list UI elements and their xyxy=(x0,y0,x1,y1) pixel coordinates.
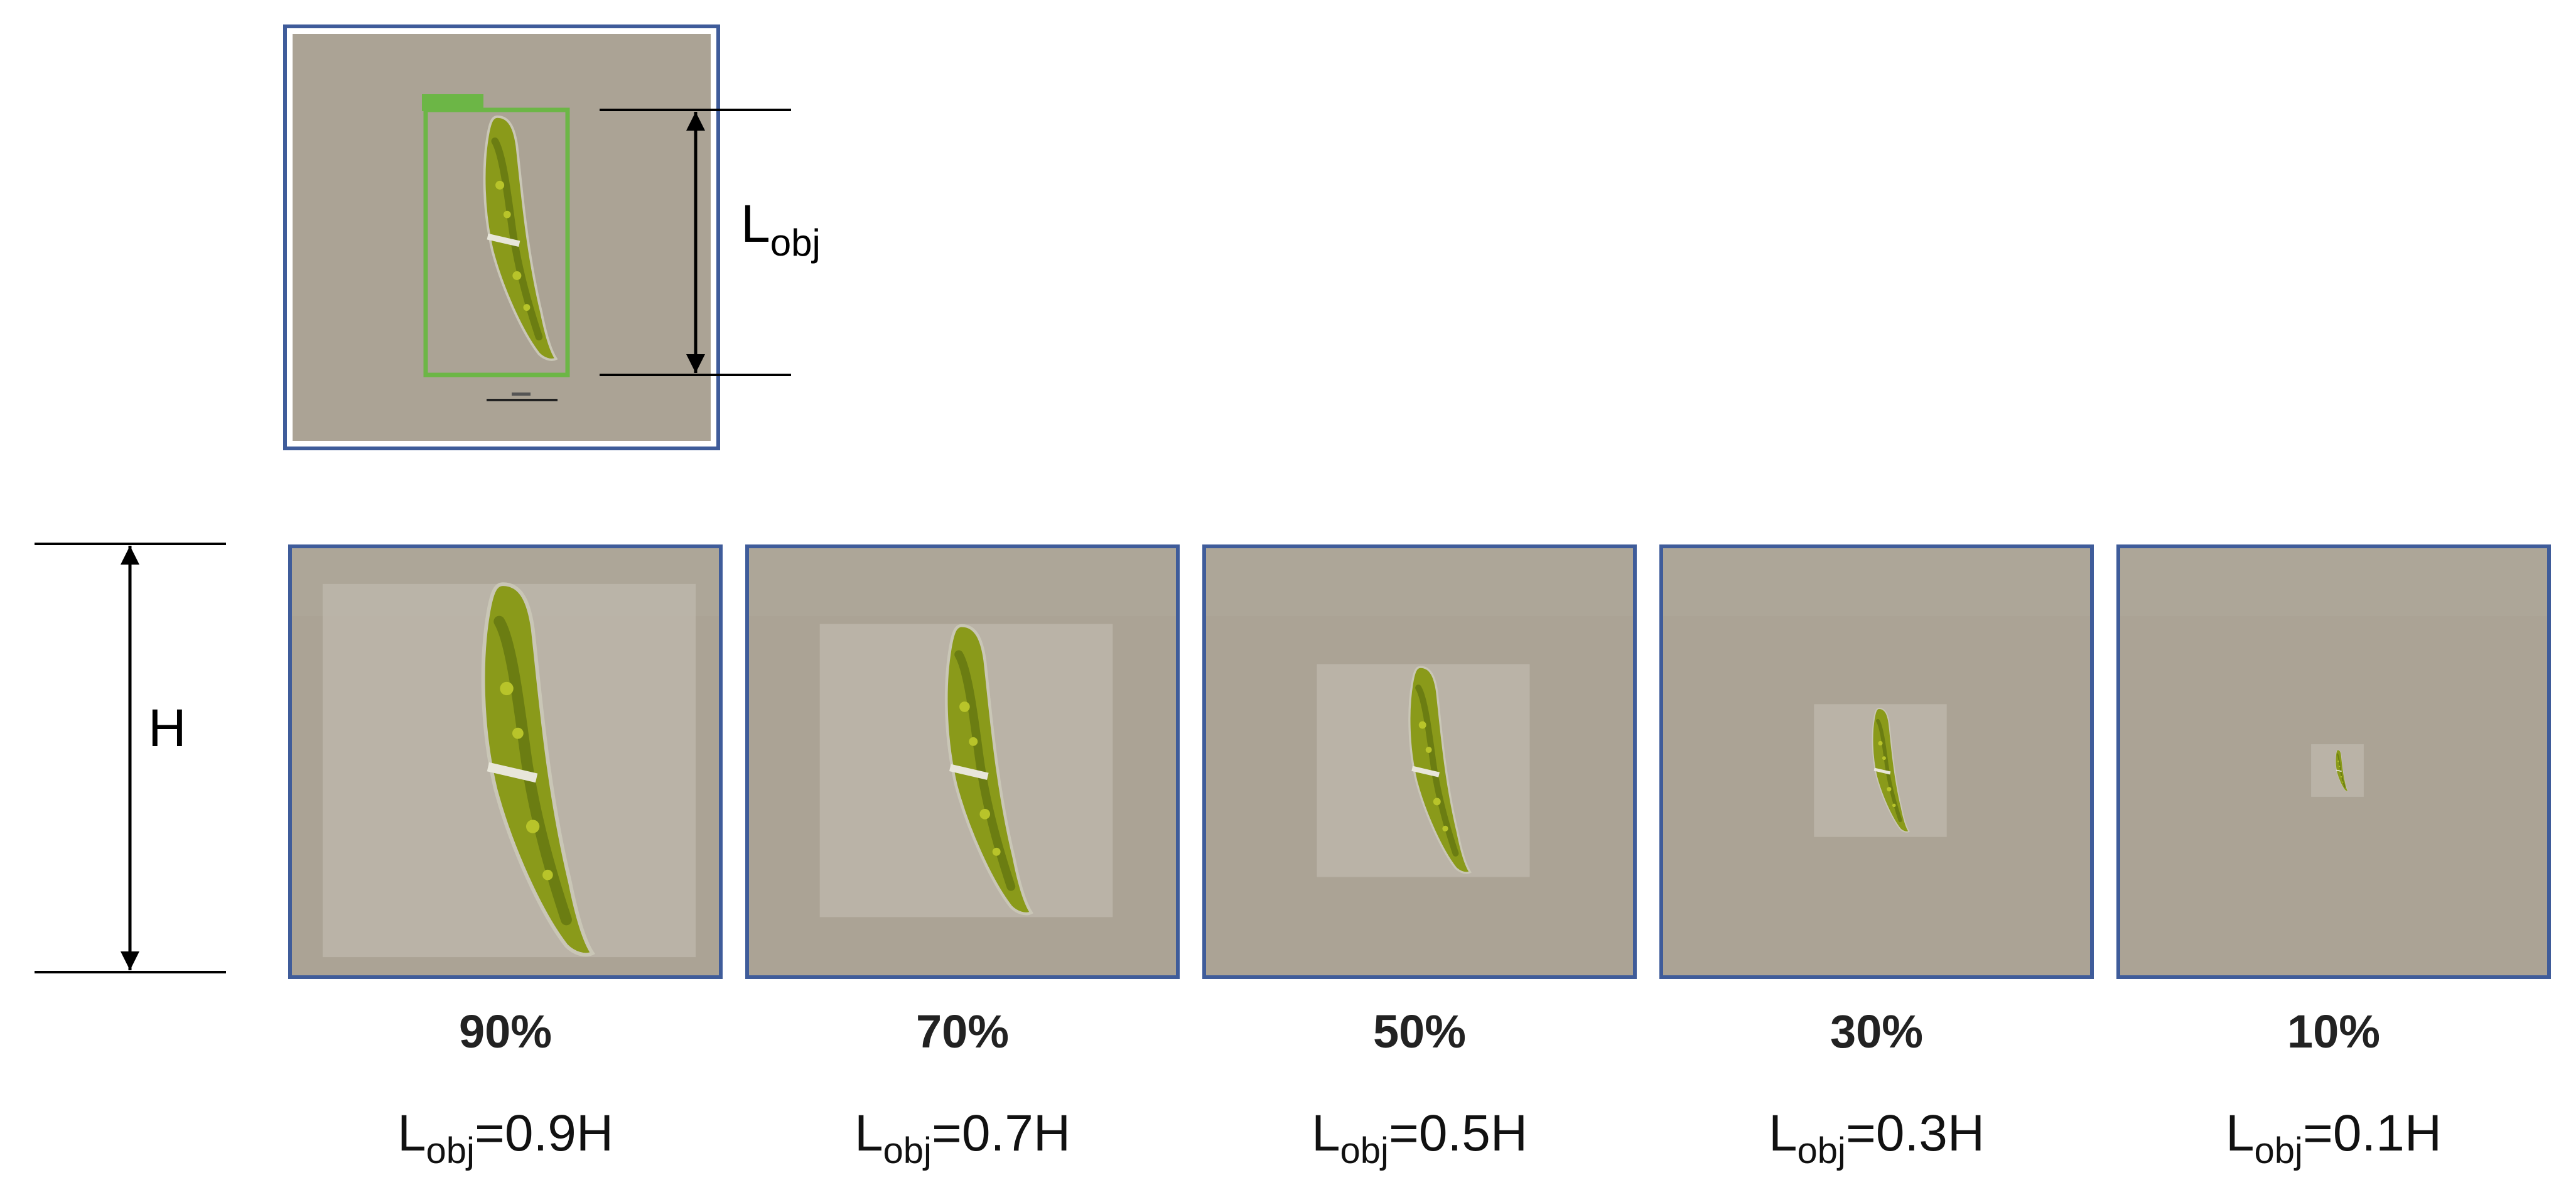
scaled-panel: 90% Lobj=0.9H xyxy=(288,546,721,1171)
scale-bar-text xyxy=(512,393,531,396)
length-equation: Lobj=0.9H xyxy=(397,1105,613,1171)
length-equation: Lobj=0.5H xyxy=(1312,1105,1528,1171)
object-length-label: Lobj xyxy=(741,194,821,264)
scaled-panel: 70% Lobj=0.7H xyxy=(745,546,1180,1171)
equation-value: =0.5H xyxy=(1389,1105,1528,1162)
percent-label: 70% xyxy=(916,1005,1009,1058)
scaled-panel: 10% Lobj=0.1H xyxy=(2116,544,2551,1171)
length-equation: Lobj=0.1H xyxy=(2226,1105,2442,1171)
panel-top-band xyxy=(749,548,1176,616)
equation-subscript: obj xyxy=(1340,1130,1389,1171)
percent-label: 10% xyxy=(2287,1005,2380,1058)
equation-value: =0.9H xyxy=(475,1105,613,1162)
equation-symbol: L xyxy=(1769,1105,1797,1162)
length-equation: Lobj=0.7H xyxy=(854,1105,1070,1171)
scaled-panels: 90%Lobj=0.9H70%Lobj=0.7H50%Lobj=0.5H30%L… xyxy=(288,544,2551,1171)
equation-value: =0.7H xyxy=(932,1105,1070,1162)
frame-height-dimension: H xyxy=(35,543,226,973)
reference-image xyxy=(285,26,718,448)
equation-value: =0.3H xyxy=(1846,1105,1985,1162)
object-length-dimension: Lobj xyxy=(600,109,821,376)
equation-value: =0.1H xyxy=(2303,1105,2442,1162)
equation-subscript: obj xyxy=(426,1130,475,1171)
equation-symbol: L xyxy=(854,1105,883,1162)
scaled-panel: 30% Lobj=0.3H xyxy=(1659,544,2094,1171)
percent-label: 30% xyxy=(1830,1005,1923,1058)
equation-symbol: L xyxy=(2226,1105,2255,1162)
scaled-panel: 50% Lobj=0.5H xyxy=(1202,544,1637,1171)
panel-top-band xyxy=(2120,548,2547,616)
panel-top-band xyxy=(1663,548,2090,616)
bounding-box-tag xyxy=(422,94,483,111)
equation-subscript: obj xyxy=(2255,1130,2303,1171)
equation-symbol: L xyxy=(397,1105,426,1162)
panel-top-band xyxy=(1206,548,1633,616)
length-equation: Lobj=0.3H xyxy=(1769,1105,1985,1171)
equation-subscript: obj xyxy=(1797,1130,1846,1171)
equation-subscript: obj xyxy=(883,1130,932,1171)
percent-label: 50% xyxy=(1373,1005,1466,1058)
frame-height-label: H xyxy=(148,698,186,757)
equation-symbol: L xyxy=(1312,1105,1340,1162)
percent-label: 90% xyxy=(459,1005,552,1058)
bounding-box xyxy=(423,107,570,377)
